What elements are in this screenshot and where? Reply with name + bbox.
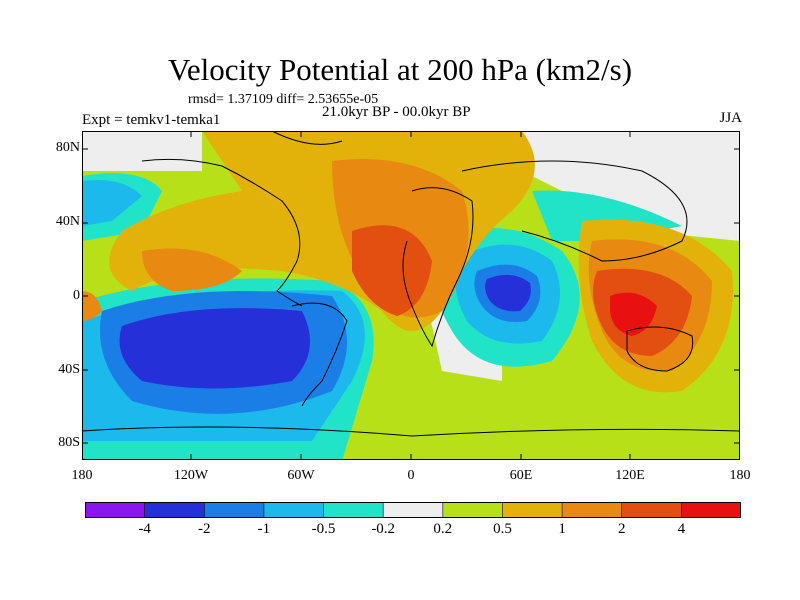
- field-orange-dateline: [82, 291, 102, 321]
- coast-greenland: [271, 131, 343, 145]
- colorbar-swatch: [502, 502, 563, 518]
- coast-asia: [461, 160, 688, 262]
- plot-title: Velocity Potential at 200 hPa (km2/s): [167, 52, 633, 87]
- lat-label-40n: 40N: [55, 214, 80, 229]
- field-orange-eastpacific: [142, 248, 242, 291]
- coast-australia: [626, 326, 694, 372]
- world-map-plot: [82, 131, 740, 460]
- lat-label-40s: 40S: [58, 362, 80, 377]
- season-label: JJA: [719, 110, 742, 126]
- lon-label-180w: 180: [71, 468, 93, 483]
- period-label: 21.0kyr BP - 00.0kyr BP: [322, 104, 471, 120]
- colorbar-label: -4: [138, 521, 151, 537]
- field-neutral-arctic-west: [82, 131, 202, 171]
- colorbar-label: 2: [617, 521, 626, 537]
- field-darkorange-atlantic: [352, 225, 432, 316]
- lon-label-180e: 180: [729, 468, 751, 483]
- colorbar-label: -2: [198, 521, 211, 537]
- colorbar-label: 0.2: [433, 521, 453, 537]
- lat-label-eq: 0: [73, 288, 80, 303]
- colorbar-swatch: [561, 502, 623, 518]
- colorbar-swatch: [203, 502, 265, 518]
- lon-label-120e: 120E: [615, 468, 645, 483]
- lon-label-0: 0: [407, 468, 415, 483]
- lon-label-120w: 120W: [173, 468, 209, 483]
- colorbar-swatch: [323, 502, 384, 518]
- coast-antarctica: [82, 426, 740, 437]
- lon-label-60w: 60W: [287, 468, 315, 483]
- field-darkblue-indian: [485, 274, 531, 312]
- colorbar-label: -0.5: [311, 521, 336, 537]
- colorbar-swatch: [263, 502, 325, 518]
- colorbar-swatch: [621, 502, 683, 518]
- colorbar-swatch: [442, 502, 504, 518]
- colorbar-label: 4: [677, 521, 686, 537]
- colorbar-swatch: [382, 502, 444, 518]
- colorbar-swatch: [144, 502, 206, 518]
- coast-south-america: [291, 302, 348, 407]
- colorbar-label: -0.2: [371, 521, 396, 537]
- coast-africa-europe: [402, 187, 474, 348]
- colorbar: [85, 502, 741, 518]
- lon-label-60e: 60E: [509, 468, 533, 483]
- field-red-westpacific: [610, 292, 657, 336]
- coastlines: [82, 131, 740, 437]
- field-blue-northpacific: [82, 180, 142, 226]
- coast-north-america: [141, 158, 303, 307]
- colorbar-frame: [85, 502, 741, 518]
- colorbar-label: -1: [257, 521, 271, 537]
- colorbar-label: 0.5: [493, 521, 512, 537]
- colorbar-label: 1: [558, 521, 566, 537]
- experiment-label: Expt = temkv1-temka1: [82, 112, 221, 128]
- stats-text: rmsd= 1.37109 diff= 2.53655e-05: [188, 92, 379, 107]
- colorbar-swatch: [681, 502, 741, 518]
- lat-label-80s: 80S: [58, 435, 80, 450]
- map-frame: [82, 131, 740, 460]
- colorbar-swatch: [85, 502, 146, 518]
- field-darkblue-southpacific: [119, 308, 310, 389]
- lat-label-80n: 80N: [55, 140, 80, 155]
